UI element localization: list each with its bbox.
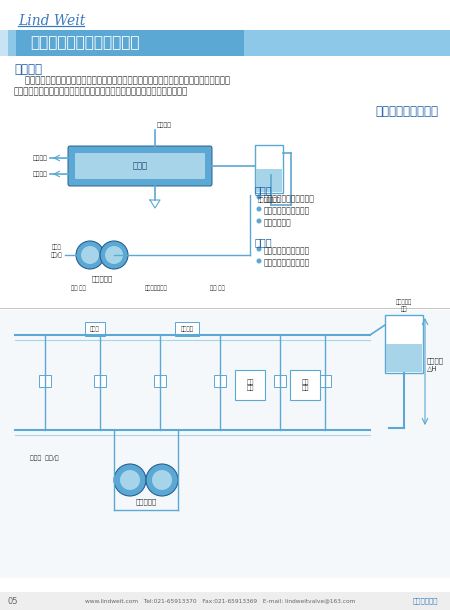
Text: 提升高度
△H: 提升高度 △H <box>427 357 444 371</box>
Bar <box>0 592 450 610</box>
Text: 冷凝水回收
管道: 冷凝水回收 管道 <box>396 300 412 312</box>
Bar <box>255 145 283 193</box>
Circle shape <box>76 241 104 269</box>
Text: 入口 闸阀: 入口 闸阀 <box>71 285 86 291</box>
Text: 机械式蒸汽冷凝水回收装置用于无需电能驱动，将冷凝水从低位输送到高位的场合。主要使: 机械式蒸汽冷凝水回收装置用于无需电能驱动，将冷凝水从低位输送到高位的场合。主要使 <box>14 76 230 85</box>
Text: 动力源蒸汽: 动力源蒸汽 <box>91 275 112 282</box>
Circle shape <box>256 246 261 251</box>
Circle shape <box>100 241 128 269</box>
Text: 必须接出一根通大气管: 必须接出一根通大气管 <box>264 258 310 267</box>
Text: 开式冷凝水回收系统: 开式冷凝水回收系统 <box>375 105 438 118</box>
Circle shape <box>256 195 261 199</box>
Bar <box>39 375 51 387</box>
Text: 冷凝水回收管道: 冷凝水回收管道 <box>145 285 168 291</box>
Bar <box>244 30 450 56</box>
Text: 05: 05 <box>8 597 18 606</box>
Circle shape <box>105 246 123 264</box>
FancyBboxPatch shape <box>68 146 212 186</box>
Circle shape <box>120 470 140 490</box>
Circle shape <box>81 246 99 264</box>
Bar <box>154 375 166 387</box>
Circle shape <box>256 207 261 212</box>
Text: 用的工况是将工艺系统或者冷凝水收集区内的冷凝水输送回冷凝水回收系统。: 用的工况是将工艺系统或者冷凝水收集区内的冷凝水输送回冷凝水回收系统。 <box>14 87 188 96</box>
Text: 动力源蒸汽: 动力源蒸汽 <box>135 498 157 504</box>
Text: Lind Weit: Lind Weit <box>18 14 86 28</box>
Bar <box>319 375 331 387</box>
Text: 蒸汽进口: 蒸汽进口 <box>157 123 172 128</box>
Text: 进水口: 进水口 <box>52 245 62 250</box>
Text: 流量计: 流量计 <box>90 326 100 332</box>
Text: www.lindweit.com   Tel:021-65913370   Fax:021-65913369   E-mail: lindweitvalve@1: www.lindweit.com Tel:021-65913370 Fax:02… <box>85 598 355 603</box>
Circle shape <box>256 218 261 223</box>
Circle shape <box>152 470 172 490</box>
Text: 冷凝水回收管道: 冷凝水回收管道 <box>257 197 280 203</box>
Text: 可对多台设备冷凝水回收: 可对多台设备冷凝水回收 <box>264 194 315 203</box>
Text: 压差控制: 压差控制 <box>180 326 194 332</box>
Text: 缺点：: 缺点： <box>255 237 273 247</box>
Text: 热水出口: 热水出口 <box>33 155 48 161</box>
Text: 机械式蒸汽冷凝水回收装置: 机械式蒸汽冷凝水回收装置 <box>30 35 140 51</box>
Bar <box>175 322 199 336</box>
Text: 蒸汽/口: 蒸汽/口 <box>50 253 62 258</box>
Text: 优点：: 优点： <box>255 185 273 195</box>
Bar <box>24 30 244 56</box>
Circle shape <box>146 464 178 496</box>
Bar <box>385 315 423 373</box>
Circle shape <box>114 464 146 496</box>
Bar <box>0 310 450 578</box>
Text: 冷水进口: 冷水进口 <box>33 171 48 177</box>
Text: 进水口  蒸汽/口: 进水口 蒸汽/口 <box>30 456 58 461</box>
Bar <box>0 30 8 56</box>
FancyBboxPatch shape <box>75 153 205 179</box>
Bar <box>16 30 24 56</box>
Text: 系统相对简单: 系统相对简单 <box>264 218 292 227</box>
Text: 换热器: 换热器 <box>132 162 148 171</box>
Text: 先走了有价值的闪蒸汽: 先走了有价值的闪蒸汽 <box>264 246 310 255</box>
Text: 可使用空气抑蒸汽驱作: 可使用空气抑蒸汽驱作 <box>264 206 310 215</box>
Text: 威门蒸气设施: 威门蒸气设施 <box>412 598 438 605</box>
Bar <box>85 322 105 336</box>
Text: 典型应用: 典型应用 <box>14 63 42 76</box>
Bar <box>386 344 422 372</box>
Bar <box>256 169 282 192</box>
Bar <box>274 375 286 387</box>
Bar <box>94 375 106 387</box>
Text: 进水 止阀: 进水 止阀 <box>210 285 225 291</box>
Text: 加热
设备: 加热 设备 <box>301 379 309 391</box>
Bar <box>214 375 226 387</box>
Text: 加热
设备: 加热 设备 <box>246 379 254 391</box>
Bar <box>235 370 265 400</box>
Circle shape <box>256 259 261 264</box>
Bar <box>290 370 320 400</box>
Bar <box>8 30 16 56</box>
